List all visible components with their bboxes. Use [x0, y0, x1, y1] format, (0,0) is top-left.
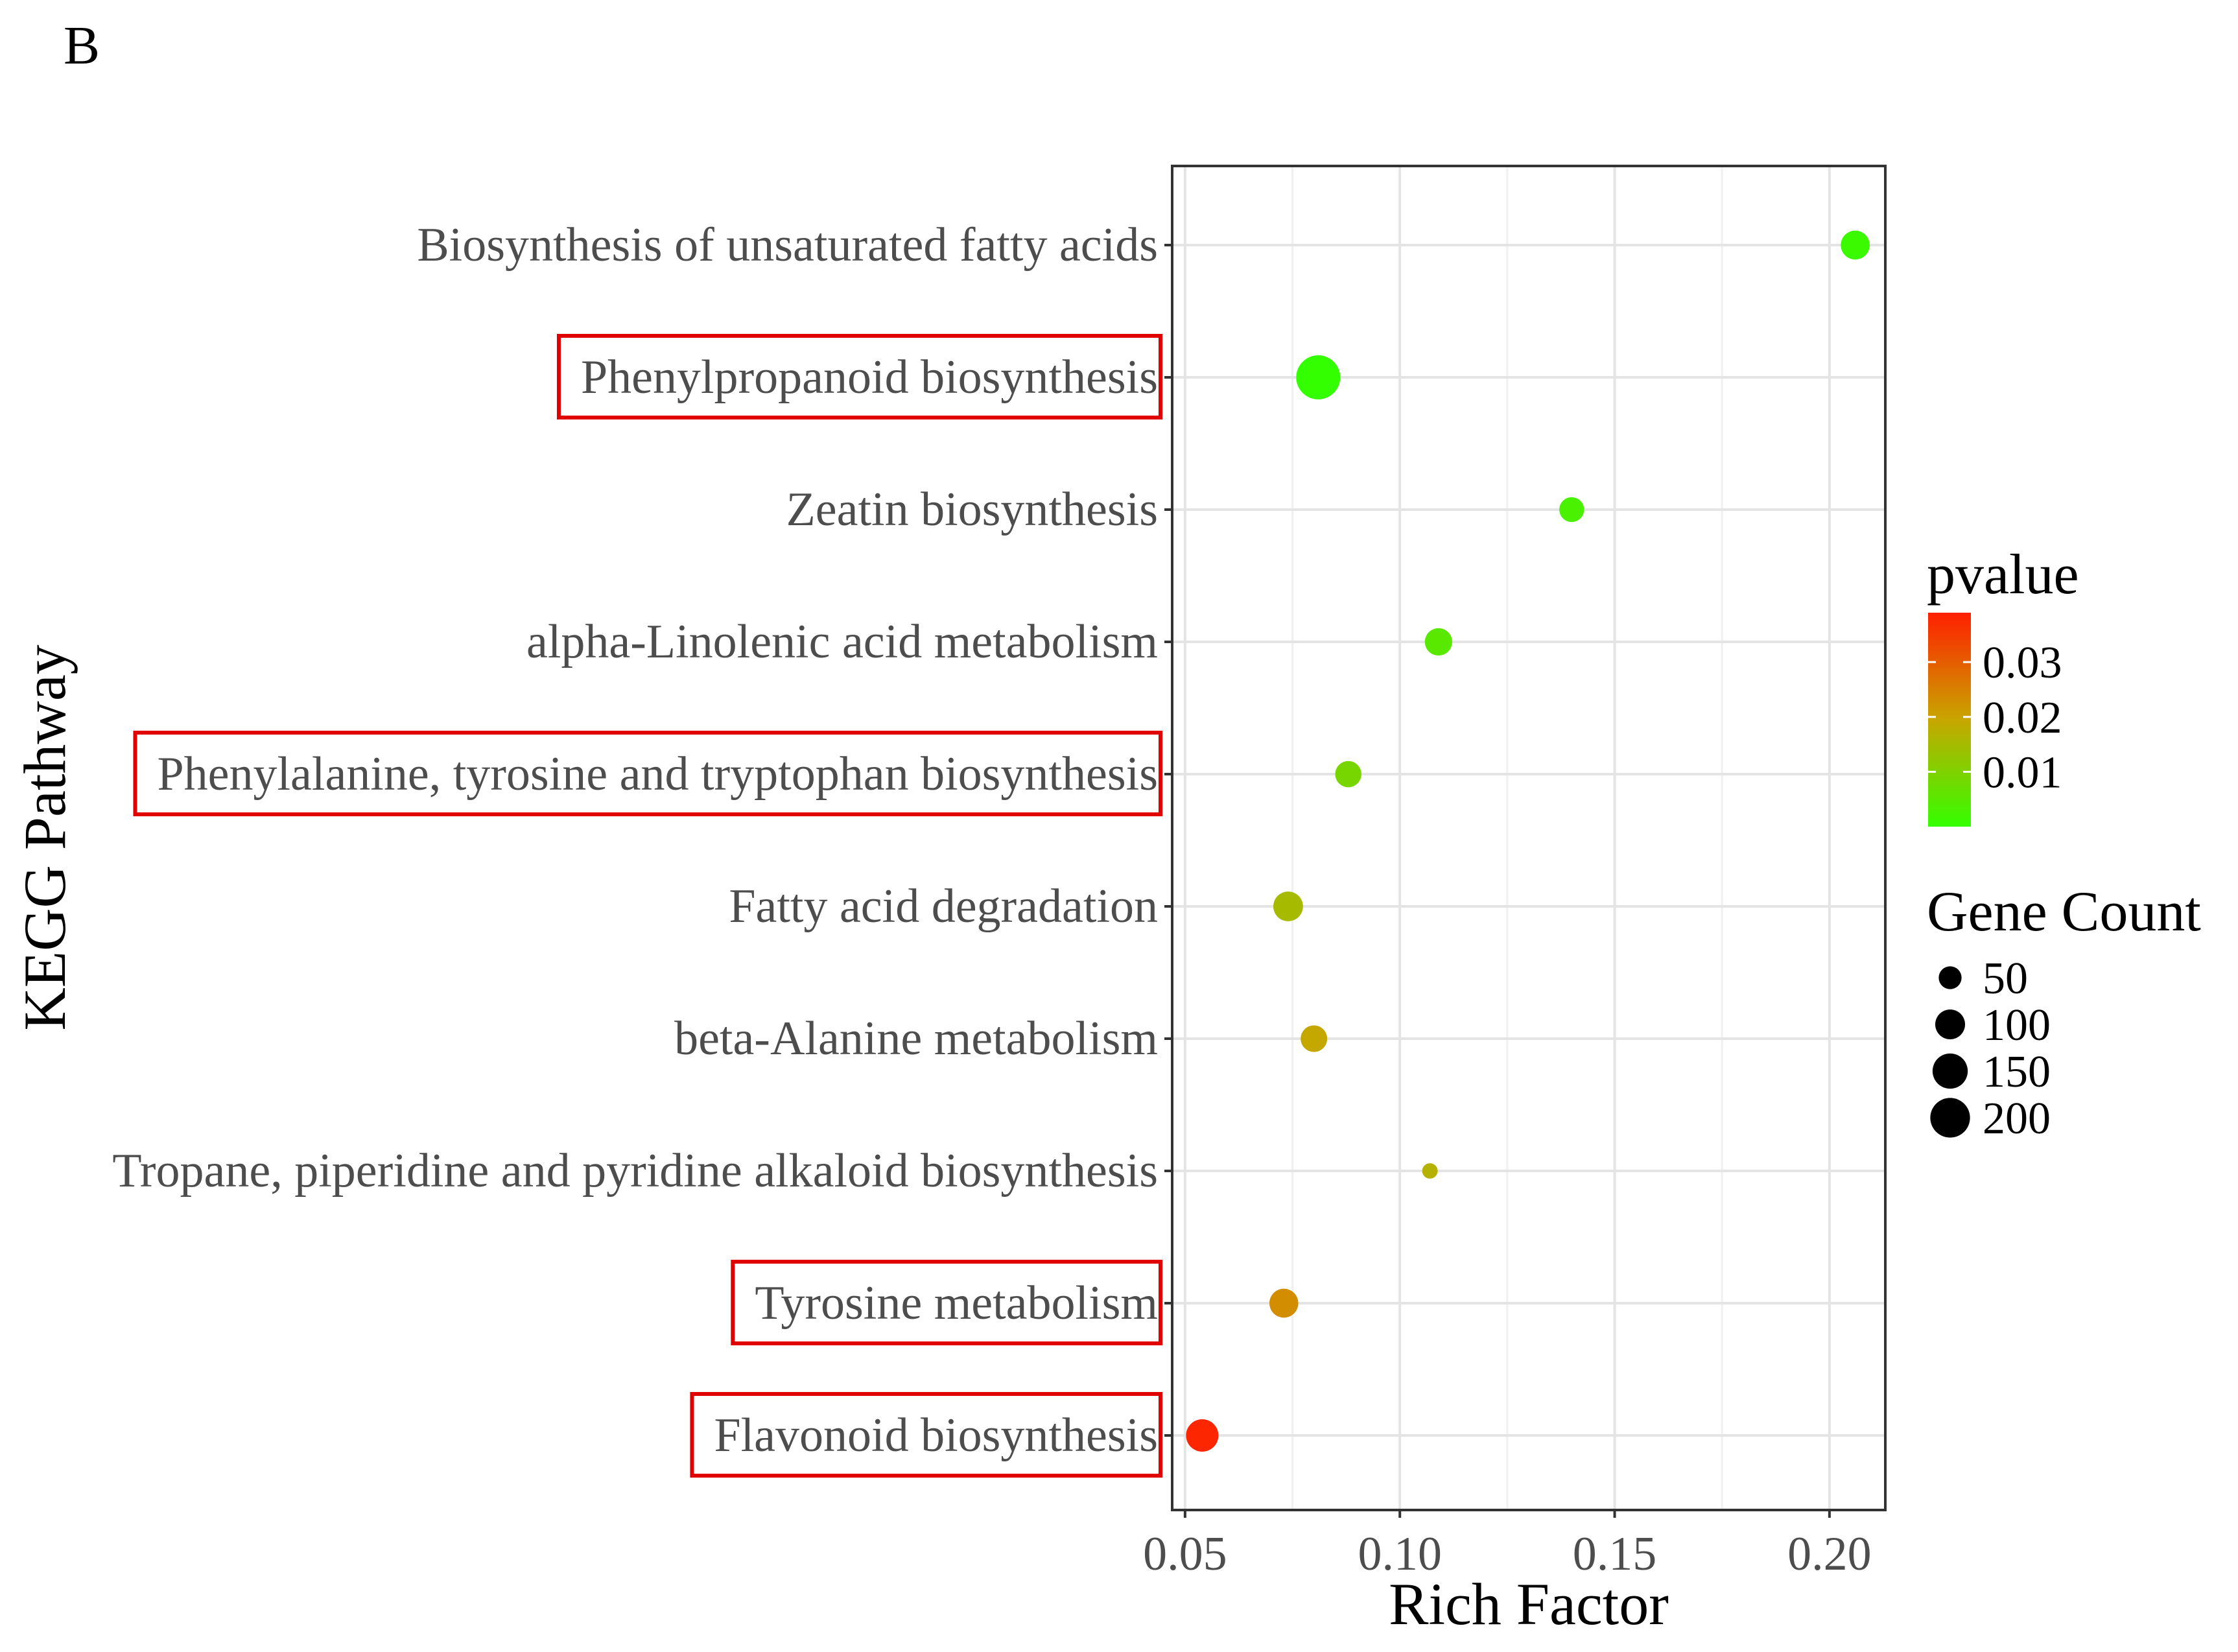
data-points — [1186, 230, 1870, 1452]
y-axis-title: KEGG Pathway — [12, 644, 78, 1030]
data-point — [1841, 230, 1870, 260]
highlight-box — [133, 731, 1162, 816]
color-legend-bar — [1928, 613, 1971, 827]
y-tick-label: Phenylpropanoid biosynthesis — [581, 351, 1158, 404]
y-tick-label: Phenylalanine, tyrosine and tryptophan b… — [158, 748, 1159, 801]
x-tick-label: 0.20 — [1787, 1528, 1872, 1581]
y-tick-label: Flavonoid biosynthesis — [714, 1409, 1158, 1462]
y-tick-label: Biosynthesis of unsaturated fatty acids — [417, 218, 1158, 272]
size-legend-dot — [1938, 966, 1962, 989]
y-tick-label: Tyrosine metabolism — [755, 1277, 1158, 1330]
legend: pvalue 0.01 0.020.03 Gene Count 501001502… — [1927, 543, 2201, 1144]
size-legend-title: Gene Count — [1927, 880, 2201, 943]
highlight-box — [690, 1392, 1162, 1478]
x-tick-label: 0.05 — [1143, 1528, 1227, 1581]
data-point — [1335, 761, 1361, 788]
x-axis: 0.05 0.10 0.15 0.20 — [1143, 1510, 1872, 1581]
data-point — [1424, 628, 1452, 656]
data-point — [1296, 355, 1341, 399]
highlight-box — [556, 334, 1162, 419]
size-legend-label: 200 — [1983, 1094, 2051, 1144]
data-point — [1422, 1163, 1438, 1179]
x-axis-title: Rich Factor — [1389, 1571, 1669, 1637]
color-legend-label: 0.03 — [1983, 638, 2062, 688]
size-legend-dot — [1935, 1009, 1966, 1040]
size-legend-dot — [1930, 1098, 1970, 1138]
y-tick-label: Zeatin biosynthesis — [786, 483, 1158, 536]
color-legend-ticks: 0.01 0.020.03 — [1928, 638, 2062, 797]
x-tick-label: 0.15 — [1573, 1528, 1657, 1581]
size-legend-label: 100 — [1983, 1000, 2051, 1050]
data-point — [1186, 1419, 1219, 1452]
y-tick-label: Tropane, piperidine and pyridine alkaloi… — [112, 1144, 1158, 1198]
data-point — [1559, 497, 1584, 523]
grid — [1172, 166, 1885, 1510]
data-point — [1269, 1288, 1299, 1318]
plot-panel-border — [1171, 165, 1887, 1511]
highlight-box — [731, 1260, 1162, 1345]
color-legend-label: 0.01 — [1983, 748, 2062, 797]
data-point — [1273, 891, 1303, 921]
size-legend-label: 150 — [1983, 1047, 2051, 1097]
data-point — [1301, 1025, 1328, 1052]
y-tick-label: Fatty acid degradation — [729, 880, 1158, 933]
y-tick-label: beta-Alanine metabolism — [674, 1012, 1158, 1065]
size-legend-label: 50 — [1983, 954, 2028, 1004]
panel-label: B — [64, 16, 100, 76]
color-legend-title: pvalue — [1927, 543, 2079, 606]
y-tick-label: alpha-Linolenic acid metabolism — [526, 615, 1158, 668]
y-axis-labels: Biosynthesis of unsaturated fatty acids P… — [112, 218, 1172, 1478]
x-tick-label: 0.10 — [1358, 1528, 1442, 1581]
size-legend-dot — [1932, 1053, 1968, 1089]
color-legend-label: 0.02 — [1983, 693, 2062, 743]
